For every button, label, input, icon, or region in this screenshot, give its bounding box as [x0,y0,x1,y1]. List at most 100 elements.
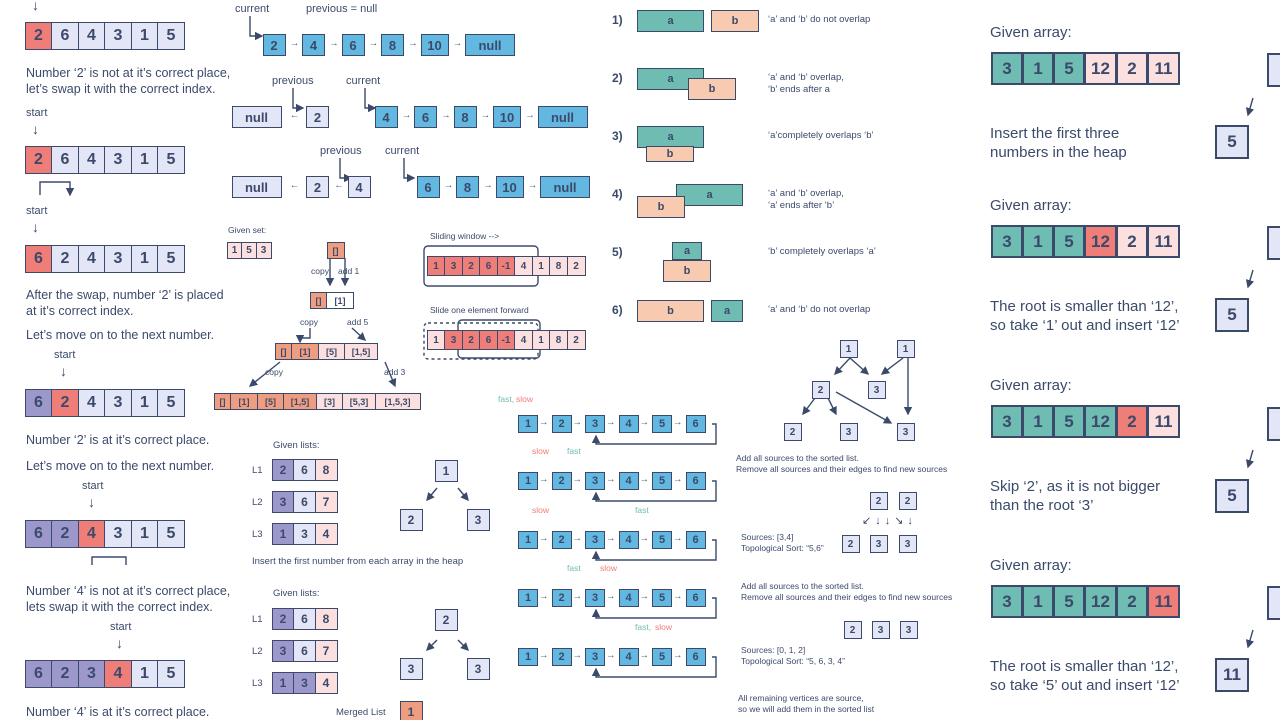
given-array-label: Given array: [990,377,1072,394]
cyclic-array-1: 2 6 4 3 1 5 [24,22,185,50]
heap-node: 5 [1215,125,1249,159]
array-cell: 5 [1053,52,1085,85]
given-array-label: Given array: [990,557,1072,574]
array-cell: 5 [157,389,185,417]
start-label: start [26,205,48,217]
topo-caption: so we will add them in the sorted list [738,704,875,714]
list-node: 8 [381,34,404,56]
right-arrow-icon: → [606,533,616,544]
heap-left: 2 [399,509,423,531]
list-node: 1 [518,648,538,666]
interval-a: a [676,184,743,206]
fast-label: fast, [498,394,515,404]
list-node: 6 [685,415,706,433]
heap-left: 3 [399,658,423,680]
array-cell: 12 [1084,52,1117,85]
graph-node: 2 [811,381,830,399]
array-cell: 2 [1116,405,1148,438]
heap-node: 5 [1215,479,1249,513]
list-cell: 3 [293,672,316,694]
left-arrow-icon: ← [289,180,300,191]
right-arrow-icon: → [606,474,616,485]
subset-level-2: [] [1] [309,292,354,309]
topo-sort: Topological Sort: “5, 6, 3, 4” [741,656,845,666]
subset-cell: [1] [291,343,319,360]
list-cell: 6 [293,491,316,513]
interval-b: b [637,196,685,218]
window-cell: -1 [496,330,516,350]
heap-root-partial [1267,53,1280,87]
right-arrow-icon: → [639,591,650,602]
right-arrow-icon: → [639,417,650,428]
graph-node: 3 [871,621,890,639]
topo-node: 3 [869,535,888,553]
right-arrow-icon: → [539,591,549,602]
array-cell: 12 [1084,225,1117,258]
heap-node: 2 [434,609,458,631]
previous-label: previous [320,145,362,157]
interval-number: 6) [612,303,623,317]
array-cell: 1 [130,22,159,50]
array-cell: 2 [51,520,79,548]
slow-label: slow [600,563,618,573]
linked-list-3b: 6 → 8 → 10 → null [416,176,590,198]
array-cell: 2 [51,245,79,273]
topo-node: 3 [867,381,886,399]
array-cell: 3 [104,520,132,548]
list-node: 10 [495,176,524,198]
subset-cell: [1,5,3] [374,393,421,410]
list-node: 4 [347,176,371,198]
array-cell: 3 [991,585,1023,618]
list-cell: 6 [293,640,316,662]
heap-node: 3 [399,658,423,680]
list-node: 2 [262,34,286,56]
window-cell: 2 [461,256,481,276]
array-cell: 4 [104,660,132,688]
list-node: 4 [374,106,398,128]
graph-node: 2 [783,423,802,441]
right-arrow-icon: → [572,417,583,428]
cyclic-array-2: 2 6 4 3 1 5 [24,146,185,174]
subset-cell: [5] [317,343,346,360]
caption: After the swap, number ‘2’ is placed [26,288,224,302]
window-cell: 4 [514,256,533,276]
caption: Number ‘2’ is at it’s correct place. [26,433,210,447]
array-cell: 5 [157,22,185,50]
topo-node: 1 [839,340,858,358]
list-node: 4 [618,531,639,549]
interval-number: 2) [612,71,623,85]
topo-node: 2 [843,621,862,639]
caption: Number ‘2’ is not at it’s correct place, [26,66,231,80]
graph-node: 3 [898,535,917,553]
array-cell: 3 [991,52,1023,85]
array-cell: 6 [24,245,53,273]
linked-list-2b: 4 → 6 → 8 → 10 → null [374,106,588,128]
window-cell: 4 [514,330,533,350]
slow-label: slow [655,622,673,632]
left-arrow-icon: ← [289,110,300,121]
list-label: L1 [252,465,263,476]
subset-cell: [] [309,292,328,309]
list-node: 2 [551,648,572,666]
list-label: L3 [252,678,263,689]
list-node: 5 [652,531,672,549]
interval-number: 1) [612,13,623,27]
interval-caption: ‘b’ completely overlaps ‘a’ [768,246,876,257]
list-node: 6 [414,106,437,128]
array-cell: 2 [51,660,79,688]
list-node: null [540,176,590,198]
step-caption: Insert the first three [990,125,1120,142]
caption: lets swap it with the correct index. [26,600,213,614]
array-cell: 5 [157,245,185,273]
down-arrow-icon: ↓ [116,635,123,651]
fast-label: fast [635,505,649,515]
caption: let’s swap it with the correct index. [26,82,216,96]
right-arrow-icon: → [368,38,379,49]
list-node: 5 [652,589,672,607]
heap-right: 3 [466,658,490,680]
topo-sources: Sources: [3,4] [741,532,794,542]
interval-caption: ‘a’ ends after ‘b’ [768,200,835,211]
merge-list-2b: 3 6 7 [271,640,338,662]
right-arrow-icon: → [483,180,493,191]
array-cell: 6 [24,520,53,548]
